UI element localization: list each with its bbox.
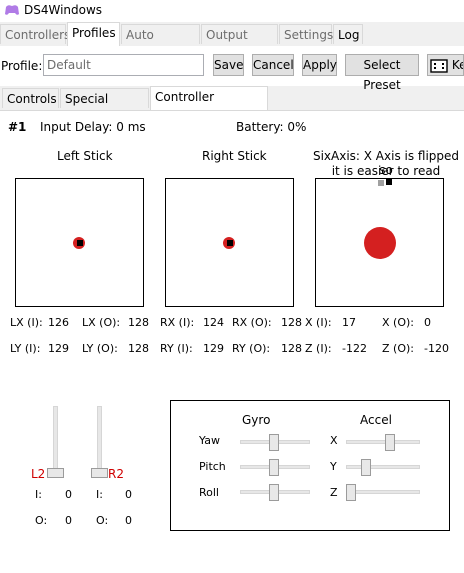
r2-output-label: O: bbox=[96, 514, 109, 527]
x-input-label: X (I): bbox=[305, 316, 332, 329]
x-input-value: 17 bbox=[342, 316, 356, 329]
apply-button[interactable]: Apply bbox=[302, 54, 337, 76]
sixaxis-note-line2: it is easier to read bbox=[331, 164, 441, 178]
r2-input-label: I: bbox=[96, 488, 103, 501]
tab-controller-readings[interactable]: Controller Readings bbox=[150, 86, 268, 124]
yaw-thumb[interactable] bbox=[269, 434, 279, 451]
l2-input-value: 0 bbox=[65, 488, 72, 501]
pitch-thumb[interactable] bbox=[269, 459, 279, 476]
tab-settings[interactable]: Settings bbox=[279, 24, 333, 44]
lx-input-label: LX (I): bbox=[10, 316, 43, 329]
lx-output-label: LX (O): bbox=[82, 316, 121, 329]
r2-input-value: 0 bbox=[125, 488, 132, 501]
tab-output-slots[interactable]: Output Slots bbox=[201, 24, 278, 62]
accel-y-thumb[interactable] bbox=[361, 459, 371, 476]
gamepad-icon bbox=[5, 5, 19, 15]
accel-title: Accel bbox=[360, 413, 392, 427]
tab-controllers[interactable]: Controllers bbox=[0, 24, 70, 44]
keyboard-button-label: Ke bbox=[451, 58, 463, 72]
title-bar: DS4Windows bbox=[0, 0, 464, 22]
tab-log[interactable]: Log bbox=[333, 24, 363, 44]
l2-output-label: O: bbox=[35, 514, 48, 527]
accel-z-thumb[interactable] bbox=[346, 484, 356, 501]
rx-input-label: RX (I): bbox=[160, 316, 195, 329]
lx-output-value: 128 bbox=[128, 316, 149, 329]
right-stick-display bbox=[165, 178, 294, 307]
l2-output-value: 0 bbox=[65, 514, 72, 527]
x-output-label: X (O): bbox=[382, 316, 414, 329]
window-title: DS4Windows bbox=[24, 3, 103, 17]
accel-x-label: X bbox=[330, 434, 338, 447]
x-output-value: 0 bbox=[424, 316, 431, 329]
z-output-value: -120 bbox=[424, 342, 449, 355]
pitch-label: Pitch bbox=[199, 460, 226, 473]
accel-z-track bbox=[346, 490, 420, 494]
cancel-button[interactable]: Cancel bbox=[252, 54, 294, 76]
main-tab-bar: Controllers Profiles Auto Profiles Outpu… bbox=[0, 22, 464, 62]
accel-x-thumb[interactable] bbox=[385, 434, 395, 451]
keyboard-button[interactable]: Ke bbox=[427, 54, 464, 76]
right-stick-output-marker bbox=[227, 240, 233, 246]
battery-level: Battery: 0% bbox=[236, 120, 307, 134]
l2-input-label: I: bbox=[35, 488, 42, 501]
z-input-value: -122 bbox=[342, 342, 367, 355]
sixaxis-note-line1: SixAxis: X Axis is flipped so bbox=[312, 149, 460, 177]
r2-output-value: 0 bbox=[125, 514, 132, 527]
l2-trigger-thumb[interactable] bbox=[47, 468, 64, 478]
accel-x-track bbox=[346, 440, 420, 444]
ry-input-value: 129 bbox=[203, 342, 224, 355]
left-stick-output-marker bbox=[77, 240, 83, 246]
save-button[interactable]: Save bbox=[213, 54, 244, 76]
tab-auto-profiles[interactable]: Auto Profiles bbox=[121, 24, 200, 62]
sixaxis-output-marker bbox=[386, 179, 392, 185]
ry-output-value: 128 bbox=[281, 342, 302, 355]
accel-z-label: Z bbox=[330, 486, 338, 499]
sub-tab-bar: Controls Special Actions Controller Read… bbox=[0, 86, 464, 126]
ly-output-value: 128 bbox=[128, 342, 149, 355]
lx-input-value: 126 bbox=[48, 316, 69, 329]
r2-trigger-thumb[interactable] bbox=[91, 468, 108, 478]
accel-y-label: Y bbox=[330, 460, 337, 473]
l2-label: L2 bbox=[31, 467, 46, 481]
z-output-label: Z (O): bbox=[382, 342, 414, 355]
ry-input-label: RY (I): bbox=[160, 342, 193, 355]
select-preset-button[interactable]: Select Preset bbox=[345, 54, 419, 92]
profile-bar: Profile: Default Save Cancel Apply Selec… bbox=[0, 46, 464, 92]
z-input-label: Z (I): bbox=[305, 342, 332, 355]
yaw-label: Yaw bbox=[199, 434, 220, 447]
ly-input-value: 129 bbox=[48, 342, 69, 355]
keyboard-icon bbox=[430, 58, 448, 73]
roll-label: Roll bbox=[199, 486, 219, 499]
sixaxis-tilt-dot bbox=[364, 227, 396, 259]
r2-label: R2 bbox=[108, 467, 124, 481]
ly-input-label: LY (I): bbox=[10, 342, 41, 355]
right-stick-title: Right Stick bbox=[202, 149, 267, 163]
roll-thumb[interactable] bbox=[269, 484, 279, 501]
sixaxis-display bbox=[315, 178, 444, 307]
tab-profiles[interactable]: Profiles bbox=[67, 22, 120, 46]
profile-name-input[interactable]: Default bbox=[43, 54, 204, 76]
ry-output-label: RY (O): bbox=[232, 342, 271, 355]
input-delay: Input Delay: 0 ms bbox=[40, 120, 146, 134]
rx-input-value: 124 bbox=[203, 316, 224, 329]
tab-controls[interactable]: Controls bbox=[2, 88, 59, 108]
rx-output-value: 128 bbox=[281, 316, 302, 329]
sixaxis-input-marker bbox=[378, 180, 384, 186]
left-stick-title: Left Stick bbox=[57, 149, 113, 163]
accel-y-track bbox=[346, 465, 420, 469]
profile-label: Profile: bbox=[1, 59, 43, 73]
rx-output-label: RX (O): bbox=[232, 316, 272, 329]
left-stick-display bbox=[15, 178, 144, 307]
controller-slot: #1 bbox=[8, 120, 27, 134]
gyro-title: Gyro bbox=[242, 413, 271, 427]
ly-output-label: LY (O): bbox=[82, 342, 118, 355]
tab-special-actions[interactable]: Special Actions bbox=[60, 88, 149, 126]
